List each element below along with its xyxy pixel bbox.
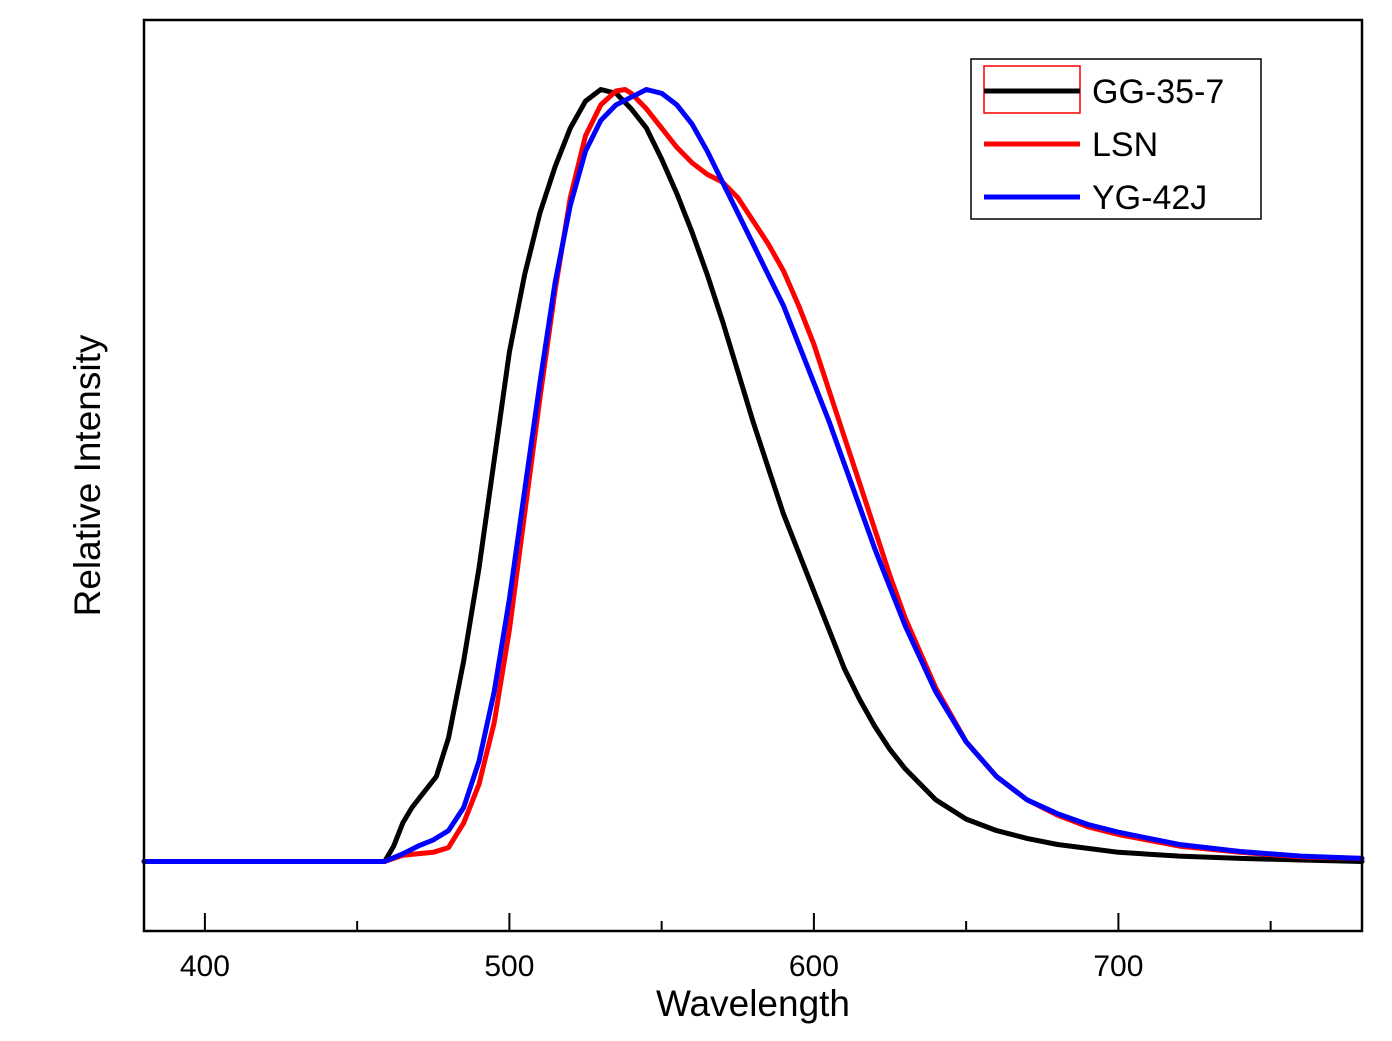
legend: GG-35-7 LSN YG-42J [970,58,1262,220]
series-line-yg-42j [141,87,1365,864]
legend-label-yg-42j: YG-42J [1092,179,1207,217]
legend-box [970,58,1262,220]
y-axis-label: Relative Intensity [67,334,108,616]
x-axis-tick-labels: 400 500 600 700 [180,950,1144,983]
x-axis-label: Wavelength [656,983,850,1024]
legend-label-lsn: LSN [1092,126,1158,164]
x-tick-label-600: 600 [789,950,839,983]
series-line-gg-35-7 [141,87,1365,864]
x-axis-ticks [203,913,1272,931]
plot-frame [142,18,1364,933]
x-tick-label-700: 700 [1093,950,1143,983]
legend-label-gg-35-7: GG-35-7 [1092,73,1224,111]
x-tick-label-400: 400 [180,950,230,983]
x-tick-label-500: 500 [484,950,534,983]
plot-series [141,87,1365,864]
legend-items: GG-35-7 LSN YG-42J [984,73,1224,217]
